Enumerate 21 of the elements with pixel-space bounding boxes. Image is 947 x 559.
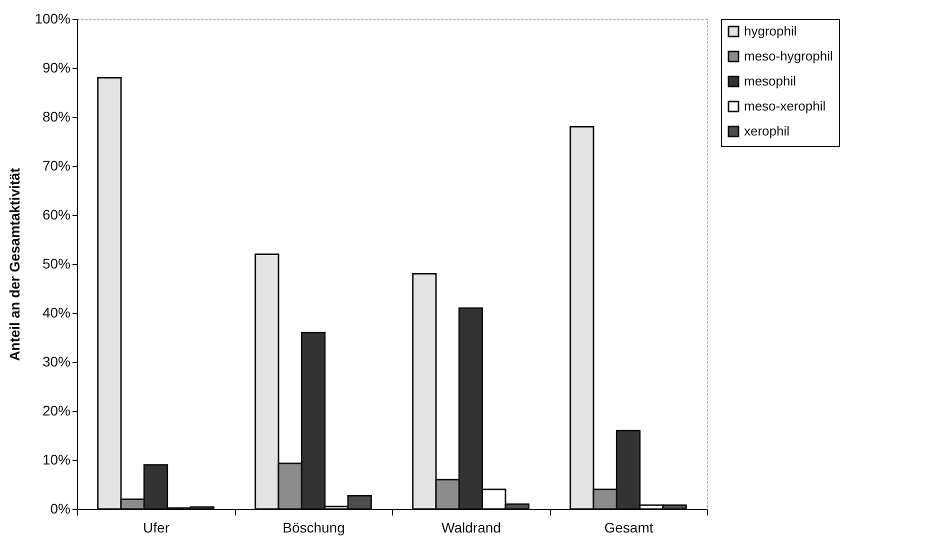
x-tick-label: Ufer bbox=[143, 520, 170, 536]
x-tick-label: Waldrand bbox=[442, 520, 501, 536]
y-axis-title: Anteil an der Gesamtaktivität bbox=[6, 168, 23, 361]
y-tick-label: 30% bbox=[42, 354, 70, 370]
y-tick-label: 90% bbox=[42, 60, 70, 76]
y-tick-label: 20% bbox=[42, 402, 70, 418]
legend-label: meso-xerophil bbox=[744, 98, 826, 114]
legend-label: hygrophil bbox=[744, 24, 797, 38]
y-tick-label: 50% bbox=[42, 256, 70, 272]
legend-label: xerophil bbox=[744, 124, 790, 138]
x-tick-label: Böschung bbox=[282, 520, 345, 536]
y-tick-label: 70% bbox=[42, 158, 70, 174]
y-tick-label: 10% bbox=[42, 452, 70, 468]
y-tick-label: 60% bbox=[42, 206, 70, 222]
y-tick-label: 100% bbox=[34, 10, 70, 26]
legend-label: meso-hygrophil bbox=[744, 48, 833, 64]
y-tick-label: 40% bbox=[42, 304, 70, 320]
legend-label: mesophil bbox=[744, 74, 796, 88]
y-tick-label: 0% bbox=[50, 500, 70, 516]
x-tick-label: Gesamt bbox=[604, 520, 654, 536]
y-tick-label: 80% bbox=[42, 108, 70, 124]
